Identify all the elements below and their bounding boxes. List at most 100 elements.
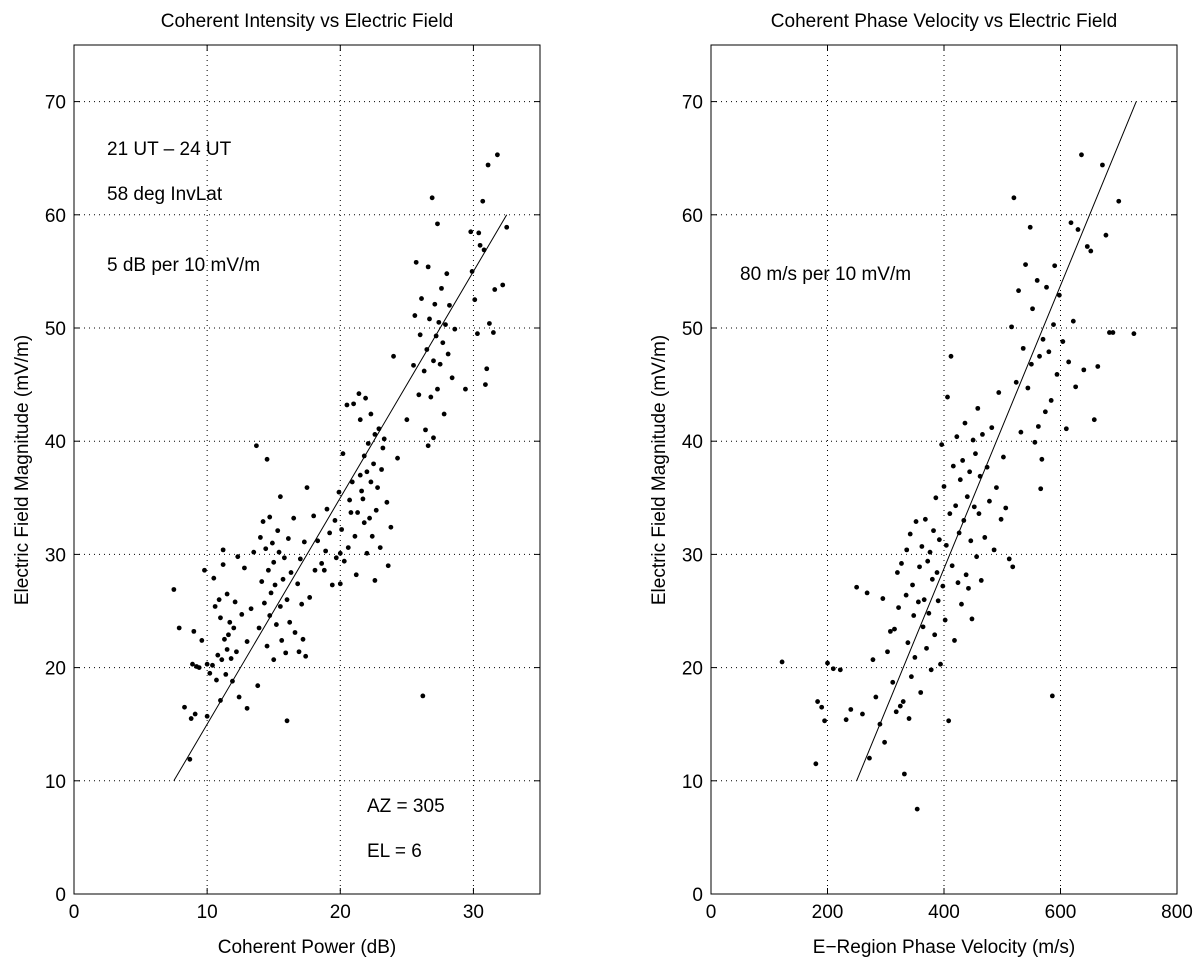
data-point [963,572,969,578]
data-point [463,386,468,392]
data-point [412,313,418,318]
data-point [285,536,291,541]
data-point [211,575,217,581]
data-point [870,657,876,663]
data-point [447,302,452,308]
data-point [452,326,458,332]
data-point [1073,384,1079,390]
data-point [911,613,917,618]
y-tick-label: 10 [682,772,703,793]
data-point [395,455,400,461]
data-point [267,514,273,520]
data-point [319,561,325,566]
data-point [904,547,910,553]
data-point [864,590,870,596]
annotation-elevation: EL = 6 [367,841,422,862]
data-point [991,547,997,553]
data-point [339,527,345,532]
data-point [1048,398,1054,403]
data-point [1030,306,1035,312]
y-axis-label: Electric Field Magnitude (mV/m) [12,335,33,605]
data-point [391,353,396,359]
data-point [932,632,938,638]
data-point [187,756,193,762]
data-point [288,570,294,575]
data-point [431,358,436,364]
data-points [779,152,1137,812]
data-point [223,671,229,677]
data-point [199,638,205,643]
data-point [976,511,982,517]
data-point [264,643,270,649]
data-point [312,567,318,573]
data-point [239,611,245,617]
data-point [935,598,941,604]
data-point [271,559,277,565]
x-tick-label: 20 [330,902,351,923]
data-point [848,707,854,712]
data-point [920,624,926,630]
data-point [906,716,912,721]
data-point [899,561,904,566]
data-point [973,451,978,457]
data-point [942,617,948,623]
data-point [1016,288,1021,294]
data-point [419,296,424,301]
data-point [949,563,955,569]
data-point [966,585,971,591]
data-point [344,402,350,408]
data-point [380,445,386,451]
data-point [204,713,210,719]
data-point [355,510,360,515]
data-point [1084,244,1090,249]
data-point [333,555,339,561]
data-point [222,636,227,642]
data-point [896,605,901,611]
data-point [360,496,366,502]
data-point [476,230,482,236]
data-point [303,653,309,659]
data-point [351,401,356,407]
data-point [485,162,491,168]
x-tick-label: 800 [1161,902,1193,923]
data-point [934,570,940,575]
data-point [477,242,483,248]
data-point [974,554,980,560]
data-point [210,662,215,668]
data-point [957,477,963,483]
data-point [980,432,985,437]
data-point [300,636,306,642]
data-point [1010,564,1016,570]
data-point [924,645,929,651]
data-point [901,771,907,777]
data-point [260,519,266,524]
data-point [912,655,918,660]
data-point [284,597,290,603]
data-point [940,583,946,589]
data-point [214,677,219,683]
data-point [367,515,372,521]
data-point [281,555,287,561]
data-point [952,638,957,643]
data-point [443,322,448,328]
data-point [917,564,922,570]
data-point [918,690,924,695]
data-point [337,550,343,556]
y-tick-label: 10 [45,772,66,793]
data-point [215,652,221,658]
data-point [268,590,274,596]
data-point [377,545,383,551]
data-point [361,520,367,526]
data-point [364,550,370,556]
y-axis-label: Electric Field Magnitude (mV/m) [649,335,670,605]
data-point [261,600,267,606]
plot-area-frame [73,44,541,895]
data-point [182,704,187,710]
data-point [356,391,362,397]
data-point [307,595,313,600]
data-point [259,579,265,584]
y-tick-label: 20 [45,659,66,680]
data-point [938,661,943,667]
y-tick-label: 70 [45,93,66,114]
data-point [271,657,277,663]
